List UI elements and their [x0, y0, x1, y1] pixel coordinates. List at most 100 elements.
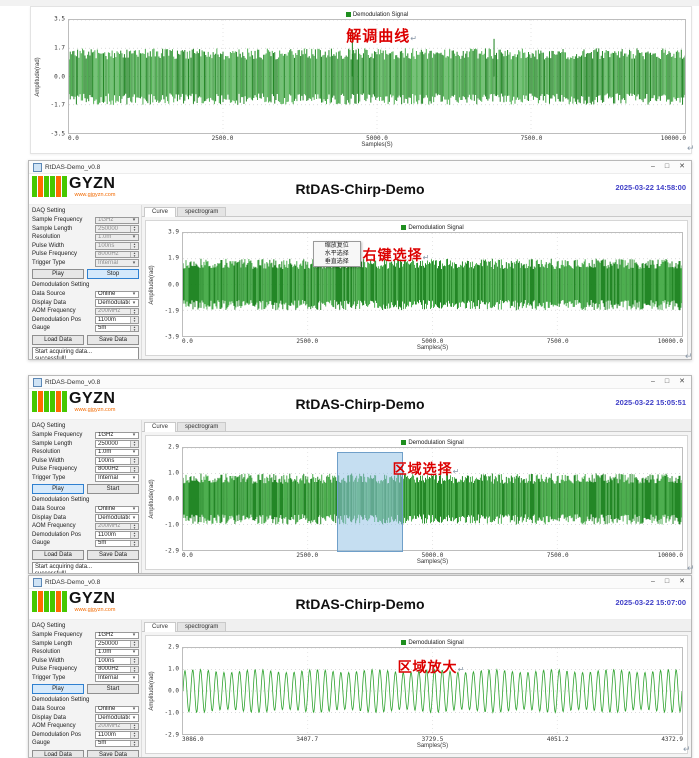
- spin-down-icon[interactable]: ▾: [133, 310, 136, 315]
- spin-up-icon[interactable]: ▴: [133, 440, 136, 444]
- spin-up-icon[interactable]: ▴: [133, 316, 136, 320]
- spin-up-icon[interactable]: ▴: [133, 731, 136, 735]
- spin-down-icon[interactable]: ▾: [133, 319, 136, 323]
- start-button[interactable]: Start: [87, 684, 139, 694]
- context-menu-item[interactable]: 缩放复位: [324, 243, 349, 250]
- close-icon[interactable]: ✕: [679, 163, 685, 170]
- spin-down-icon[interactable]: ▾: [133, 443, 136, 447]
- spin-up-icon[interactable]: ▴: [133, 225, 136, 229]
- spinner-arrows-icon[interactable]: ▴ ▾: [130, 731, 138, 738]
- spin-up-icon[interactable]: ▴: [133, 522, 136, 527]
- dropdown-data-source[interactable]: Online ▾: [95, 705, 139, 713]
- play-button[interactable]: Play: [32, 269, 84, 279]
- spinner-pulse-width[interactable]: 100ns ▴ ▾: [95, 657, 139, 665]
- spinner-pulse-frequency[interactable]: 8000Hz ▴ ▾: [95, 250, 139, 258]
- spinner-sample-length[interactable]: 250000 ▴ ▾: [95, 440, 139, 448]
- spinner-pulse-frequency[interactable]: 8000Hz ▴ ▾: [95, 465, 139, 473]
- load-data-button[interactable]: Load Data: [32, 549, 84, 560]
- tab-spectrogram[interactable]: spectrogram: [177, 207, 227, 216]
- spinner-sample-length[interactable]: 250000 ▴ ▾: [95, 640, 139, 648]
- plot-area[interactable]: 区域选择↵: [182, 447, 683, 552]
- spinner-arrows-icon[interactable]: ▴ ▾: [130, 457, 138, 464]
- dropdown-display-data[interactable]: Demodulation▾: [95, 714, 139, 722]
- maximize-icon[interactable]: □: [664, 378, 670, 385]
- stop-button[interactable]: Stop: [87, 269, 139, 279]
- play-button[interactable]: Play: [32, 484, 84, 494]
- spinner-pulse-width[interactable]: 100ns ▴ ▾: [95, 457, 139, 465]
- dropdown-sample-frequency[interactable]: 1GHz ▾: [95, 631, 139, 639]
- spinner-arrows-icon[interactable]: ▴ ▾: [130, 465, 138, 472]
- load-data-button[interactable]: Load Data: [32, 749, 84, 757]
- spin-down-icon[interactable]: ▾: [133, 253, 136, 258]
- spinner-arrows-icon[interactable]: ▴ ▾: [130, 531, 138, 538]
- spinner-sample-length[interactable]: 250000 ▴ ▾: [95, 225, 139, 233]
- dropdown-resolution[interactable]: 1.0m ▾: [95, 233, 139, 241]
- plot-area[interactable]: 右键选择↵ 缩放复位 水平选择 垂直选择: [182, 232, 683, 337]
- spin-down-icon[interactable]: ▾: [133, 660, 136, 664]
- dropdown-sample-frequency[interactable]: 1GHz ▾: [95, 216, 139, 224]
- window-titlebar[interactable]: RtDAS-Demo_v0.8 – □ ✕: [29, 161, 691, 174]
- spinner-gauge[interactable]: 5m ▴ ▾: [95, 324, 139, 332]
- spinner-aom-frequency[interactable]: 200MHz ▴ ▾: [95, 522, 139, 530]
- window-titlebar[interactable]: RtDAS-Demo_v0.8 – □ ✕: [29, 376, 691, 389]
- spin-up-icon[interactable]: ▴: [133, 722, 136, 727]
- dropdown-resolution[interactable]: 1.0m ▾: [95, 448, 139, 456]
- spinner-aom-frequency[interactable]: 200MHz ▴ ▾: [95, 307, 139, 315]
- spin-down-icon[interactable]: ▾: [133, 668, 136, 673]
- dropdown-trigger-type[interactable]: Internal ▾: [95, 474, 139, 482]
- spin-down-icon[interactable]: ▾: [133, 725, 136, 730]
- dropdown-data-source[interactable]: Online ▾: [95, 505, 139, 513]
- spinner-arrows-icon[interactable]: ▴ ▾: [130, 640, 138, 647]
- tab-curve[interactable]: Curve: [144, 622, 177, 632]
- minimize-icon[interactable]: –: [650, 163, 655, 170]
- spin-up-icon[interactable]: ▴: [133, 539, 136, 544]
- spin-up-icon[interactable]: ▴: [133, 465, 136, 470]
- spin-down-icon[interactable]: ▾: [133, 525, 136, 530]
- spin-down-icon[interactable]: ▾: [133, 643, 136, 647]
- close-icon[interactable]: ✕: [679, 378, 685, 385]
- minimize-icon[interactable]: –: [650, 578, 655, 585]
- spin-down-icon[interactable]: ▾: [133, 245, 136, 249]
- dropdown-data-source[interactable]: Online ▾: [95, 290, 139, 298]
- tab-curve[interactable]: Curve: [144, 207, 177, 217]
- dropdown-trigger-type[interactable]: Internal ▾: [95, 674, 139, 682]
- spinner-gauge[interactable]: 5m ▴ ▾: [95, 739, 139, 747]
- spinner-arrows-icon[interactable]: ▴ ▾: [130, 522, 138, 530]
- selection-region[interactable]: [336, 452, 404, 552]
- spin-up-icon[interactable]: ▴: [133, 250, 136, 255]
- plot-area[interactable]: 解调曲线↵: [68, 19, 686, 134]
- close-icon[interactable]: ✕: [679, 578, 685, 585]
- spin-down-icon[interactable]: ▾: [133, 327, 136, 332]
- spin-up-icon[interactable]: ▴: [133, 242, 136, 246]
- dropdown-sample-frequency[interactable]: 1GHz ▾: [95, 431, 139, 439]
- spin-up-icon[interactable]: ▴: [133, 665, 136, 670]
- dropdown-display-data[interactable]: Demodulation▾: [95, 299, 139, 307]
- tab-curve[interactable]: Curve: [144, 422, 177, 432]
- spin-down-icon[interactable]: ▾: [133, 460, 136, 464]
- tab-spectrogram[interactable]: spectrogram: [177, 422, 227, 431]
- maximize-icon[interactable]: □: [664, 578, 670, 585]
- spin-up-icon[interactable]: ▴: [133, 531, 136, 535]
- spinner-arrows-icon[interactable]: ▴ ▾: [130, 657, 138, 664]
- spinner-arrows-icon[interactable]: ▴ ▾: [130, 316, 138, 323]
- minimize-icon[interactable]: –: [650, 378, 655, 385]
- context-menu-item[interactable]: 水平选择: [324, 251, 349, 258]
- spinner-arrows-icon[interactable]: ▴ ▾: [130, 440, 138, 447]
- spinner-arrows-icon[interactable]: ▴ ▾: [130, 539, 138, 546]
- spin-up-icon[interactable]: ▴: [133, 307, 136, 312]
- spinner-gauge[interactable]: 5m ▴ ▾: [95, 539, 139, 547]
- spinner-demodulation-pos[interactable]: 1100m ▴ ▾: [95, 731, 139, 739]
- spinner-demodulation-pos[interactable]: 1100m ▴ ▾: [95, 531, 139, 539]
- window-titlebar[interactable]: RtDAS-Demo_v0.8 – □ ✕: [29, 576, 691, 589]
- spinner-arrows-icon[interactable]: ▴ ▾: [130, 665, 138, 673]
- spinner-arrows-icon[interactable]: ▴ ▾: [130, 307, 138, 315]
- save-data-button[interactable]: Save Data: [87, 749, 139, 757]
- spinner-arrows-icon[interactable]: ▴ ▾: [130, 325, 138, 332]
- spinner-arrows-icon[interactable]: ▴ ▾: [130, 740, 138, 746]
- spinner-arrows-icon[interactable]: ▴ ▾: [130, 722, 138, 730]
- spin-down-icon[interactable]: ▾: [133, 734, 136, 738]
- start-button[interactable]: Start: [87, 484, 139, 494]
- spinner-pulse-width[interactable]: 100ns ▴ ▾: [95, 242, 139, 250]
- spin-up-icon[interactable]: ▴: [133, 457, 136, 461]
- spinner-arrows-icon[interactable]: ▴ ▾: [130, 250, 138, 258]
